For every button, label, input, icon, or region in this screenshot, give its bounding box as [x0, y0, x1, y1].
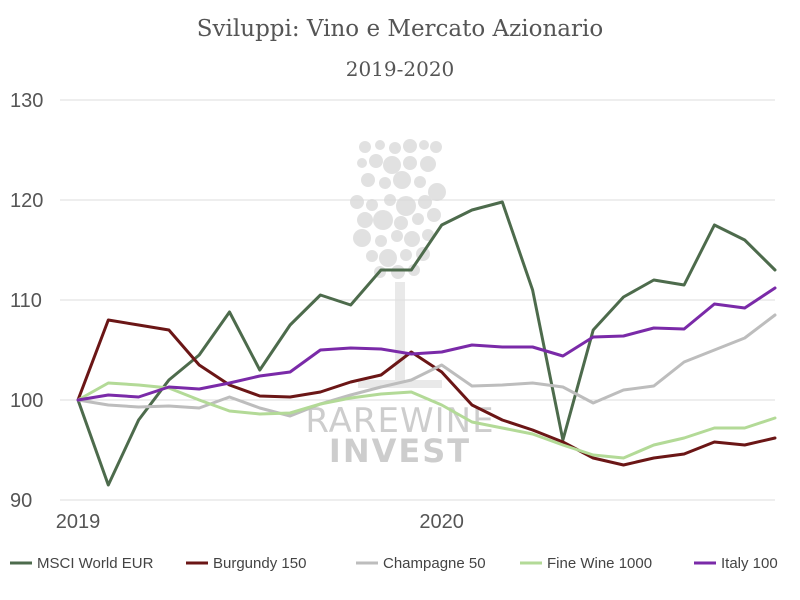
bubble — [393, 171, 411, 189]
bubble — [357, 212, 373, 228]
bubble — [384, 194, 396, 206]
bubble — [373, 210, 393, 230]
y-tick-label: 90 — [10, 490, 32, 512]
chart-subtitle: 2019-2020 — [346, 57, 455, 81]
y-tick-label: 110 — [10, 290, 42, 312]
legend-label: MSCI World EUR — [37, 555, 154, 572]
legend-label: Burgundy 150 — [213, 555, 306, 572]
bubble — [403, 139, 417, 153]
series-lines — [76, 200, 777, 487]
bubble — [361, 173, 375, 187]
watermark-line2: INVEST — [329, 432, 471, 470]
bubble — [408, 264, 420, 276]
x-axis-ticks: 2019 2020 — [56, 511, 464, 533]
bubble — [419, 140, 429, 150]
y-tick-label: 120 — [10, 190, 43, 212]
bubble — [394, 216, 408, 230]
bubble — [379, 249, 397, 267]
legend-label: Italy 100 — [721, 555, 778, 572]
bubble — [379, 177, 391, 189]
bubble — [391, 265, 405, 279]
bubble — [428, 183, 446, 201]
bubble — [366, 199, 378, 211]
bubble — [404, 231, 420, 247]
bubble — [383, 156, 401, 174]
bubble — [375, 235, 387, 247]
bubble — [350, 195, 364, 209]
x-tick-label: 2019 — [56, 511, 101, 533]
series-line-fine-wine-1000 — [76, 381, 777, 460]
legend: MSCI World EUR Burgundy 150 Champagne 50 Fi… — [10, 555, 778, 572]
bubble — [418, 195, 432, 209]
bubble — [430, 141, 442, 153]
y-axis-ticks: 90 100 110 120 130 — [10, 90, 43, 512]
bubble — [427, 208, 441, 222]
x-tick-label: 2020 — [419, 511, 464, 533]
y-tick-label: 100 — [10, 390, 43, 412]
bubble — [391, 230, 403, 242]
gridlines — [60, 99, 775, 501]
bubble — [366, 250, 378, 262]
bubble — [369, 154, 383, 168]
legend-label: Fine Wine 1000 — [547, 555, 652, 572]
bubble — [357, 158, 367, 168]
chart-title: Sviluppi: Vino e Mercato Azionario — [197, 16, 603, 42]
bubble — [420, 156, 436, 172]
bubble — [412, 213, 424, 225]
bubble — [353, 229, 371, 247]
bubble — [375, 140, 385, 150]
series-line-italy-100 — [76, 286, 777, 402]
legend-label: Champagne 50 — [383, 555, 486, 572]
bubble — [403, 156, 417, 170]
y-tick-label: 130 — [10, 90, 43, 112]
wine-glass-bubbles-icon — [350, 139, 446, 279]
series-line-burgundy-150 — [76, 318, 777, 467]
watermark-line1: RAREWINE — [305, 401, 494, 441]
bubble — [396, 196, 416, 216]
wine-glass-stem — [395, 282, 405, 382]
bubble — [359, 141, 371, 153]
bubble — [422, 229, 434, 241]
bubble — [400, 249, 412, 261]
rarewineinvest-watermark-logo: RAREWINE INVEST — [305, 139, 494, 470]
bubble — [389, 142, 401, 154]
bubble — [414, 176, 426, 188]
series-line-champagne-50 — [76, 313, 777, 418]
